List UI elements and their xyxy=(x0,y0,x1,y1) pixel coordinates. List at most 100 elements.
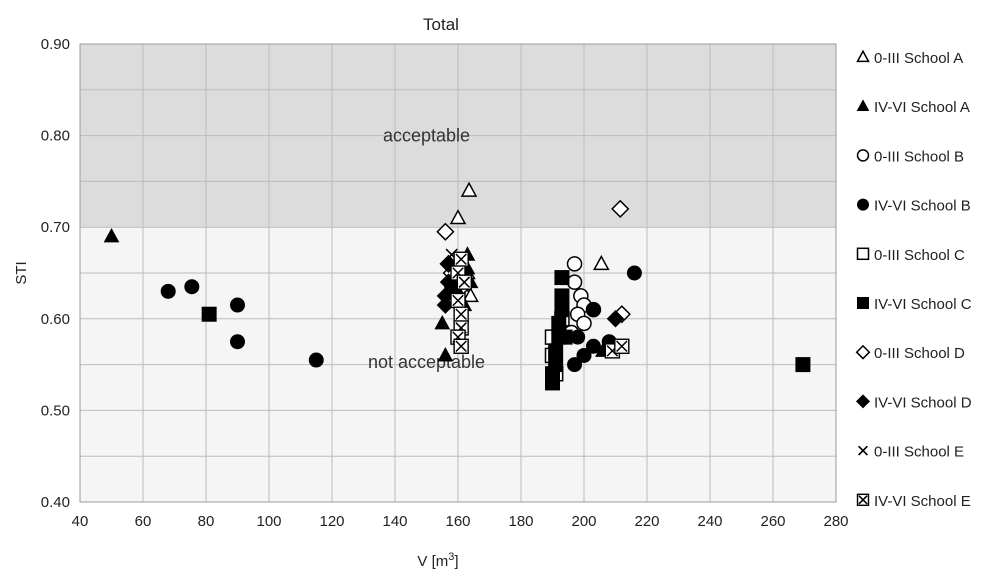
x-tick-label: 60 xyxy=(135,513,152,530)
data-point xyxy=(184,279,200,295)
data-point xyxy=(585,338,601,354)
data-point xyxy=(460,181,478,197)
data-point xyxy=(554,270,570,286)
data-point xyxy=(567,357,583,373)
x-tick-label: 220 xyxy=(634,513,659,530)
data-point xyxy=(585,302,601,318)
legend-marker xyxy=(858,445,868,456)
legend-marker xyxy=(856,149,870,162)
y-tick-label: 0.70 xyxy=(41,219,70,236)
legend-label: IV-VI School E xyxy=(874,493,971,510)
y-tick-label: 0.60 xyxy=(41,311,70,328)
x-tick-label: 180 xyxy=(508,513,533,530)
data-point xyxy=(160,283,176,299)
legend-label: 0-III School A xyxy=(874,50,963,67)
data-point xyxy=(551,315,567,331)
data-point xyxy=(570,329,586,345)
x-tick-label: 100 xyxy=(256,513,281,530)
data-point xyxy=(548,343,564,359)
y-tick-label: 0.90 xyxy=(41,36,70,53)
legend-label: 0-III School C xyxy=(874,247,965,264)
legend-item: IV-VI School C xyxy=(857,296,972,313)
x-axis-label: V [m3] xyxy=(417,551,458,570)
data-point xyxy=(449,209,467,225)
x-tick-label: 80 xyxy=(198,513,215,530)
data-point xyxy=(434,314,451,330)
legend-marker xyxy=(855,394,871,409)
data-point xyxy=(436,222,455,241)
data-points xyxy=(103,181,811,391)
zone-label-acceptable: acceptable xyxy=(383,126,470,146)
data-point xyxy=(308,352,324,368)
legend-marker xyxy=(857,198,869,211)
x-axis-label-text: V [m xyxy=(417,553,448,570)
series-10 xyxy=(450,251,630,359)
zone-label-not-acceptable: not acceptable xyxy=(368,352,485,372)
x-tick-label: 260 xyxy=(760,513,785,530)
y-tick-label: 0.40 xyxy=(41,494,70,511)
data-point xyxy=(576,347,592,363)
data-point xyxy=(593,254,610,271)
chart-title: Total xyxy=(423,15,459,34)
legend-marker xyxy=(856,49,870,63)
data-point xyxy=(554,302,570,318)
y-axis-label: STI xyxy=(13,261,30,284)
legend-item: IV-VI School D xyxy=(855,394,972,411)
data-point xyxy=(230,297,245,313)
legend-item: 0-III School D xyxy=(855,344,965,362)
data-point xyxy=(545,375,560,391)
plot-border xyxy=(79,43,837,503)
data-point xyxy=(453,338,469,354)
x-axis-label-sup: 3 xyxy=(448,551,454,563)
data-point xyxy=(576,315,592,332)
legend-label: 0-III School B xyxy=(874,148,964,165)
x-tick-label: 120 xyxy=(319,513,344,530)
y-tick-label: 0.80 xyxy=(41,128,70,145)
legend-label: 0-III School E xyxy=(874,444,964,461)
data-point xyxy=(201,306,217,322)
data-point xyxy=(230,334,245,350)
data-point xyxy=(103,227,120,243)
series-8 xyxy=(436,255,625,328)
x-tick-label: 140 xyxy=(382,513,407,530)
x-tick-label: 240 xyxy=(697,513,722,530)
x-axis-ticks: 40 60 80 100 120 140 160 180 200 220 240 260 280 xyxy=(72,513,849,530)
data-point xyxy=(566,274,583,290)
legend-marker xyxy=(856,99,870,112)
x-tick-label: 280 xyxy=(823,513,848,530)
data-point xyxy=(453,306,469,322)
chart-title-text: Total xyxy=(423,15,459,34)
legend-marker xyxy=(856,493,870,506)
x-tick-label: 160 xyxy=(445,513,470,530)
data-point xyxy=(462,286,479,303)
zone-labels: acceptable not acceptable xyxy=(368,126,485,372)
data-point xyxy=(450,292,466,309)
legend-marker xyxy=(855,344,871,360)
legend-item: IV-VI School A xyxy=(856,99,970,116)
data-point xyxy=(437,347,454,362)
data-point xyxy=(795,357,811,373)
data-point xyxy=(626,265,642,281)
legend-item: IV-VI School E xyxy=(856,493,971,510)
legend-item: 0-III School B xyxy=(856,148,964,165)
y-axis-ticks: 0.40 0.50 0.60 0.70 0.80 0.90 xyxy=(41,36,70,511)
legend-label: 0-III School D xyxy=(874,345,965,362)
data-point xyxy=(606,310,625,328)
x-tick-label: 200 xyxy=(571,513,596,530)
legend-label: IV-VI School A xyxy=(874,99,970,116)
data-point xyxy=(611,199,630,218)
legend: 0-III School A IV-VI School A 0-III School… xyxy=(855,49,972,510)
data-point xyxy=(614,338,630,354)
data-point xyxy=(453,251,469,267)
data-point xyxy=(566,256,583,272)
legend-marker xyxy=(856,247,870,261)
legend-label: IV-VI School B xyxy=(874,198,971,215)
legend-label: IV-VI School C xyxy=(874,296,972,313)
data-point xyxy=(557,329,573,345)
x-axis-label-end: ] xyxy=(454,553,458,570)
x-tick-label: 40 xyxy=(72,513,89,530)
data-point xyxy=(456,274,472,290)
legend-item: 0-III School C xyxy=(856,247,965,264)
legend-marker xyxy=(857,297,869,309)
